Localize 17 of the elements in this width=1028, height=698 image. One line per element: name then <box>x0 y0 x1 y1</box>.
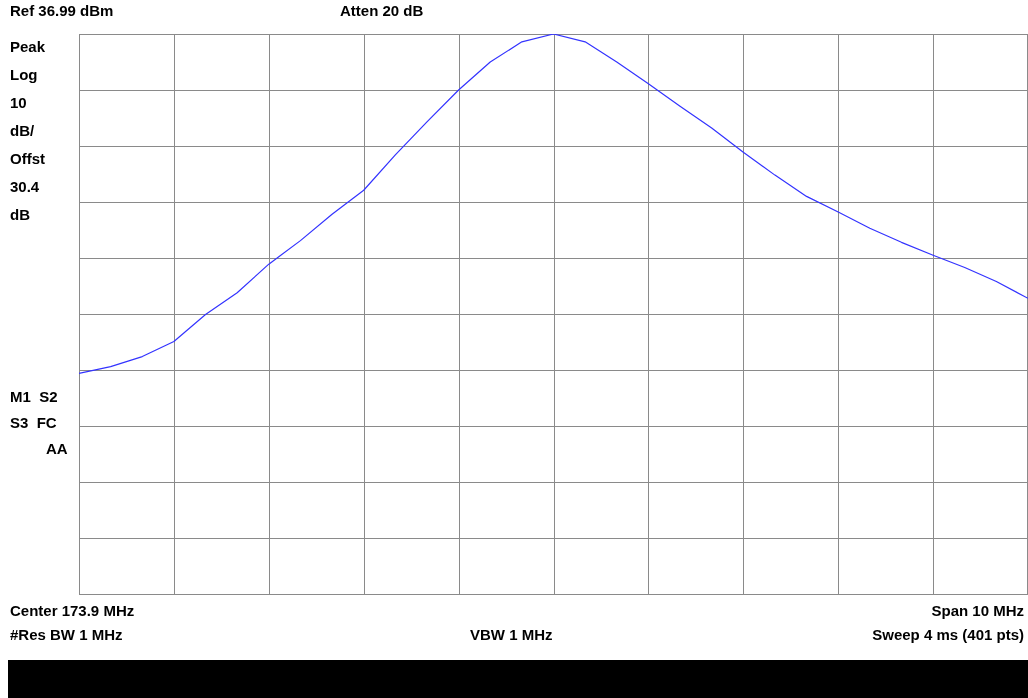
text: S3 FC <box>10 414 57 432</box>
text: 30.4 <box>10 178 40 196</box>
text: Offst <box>10 150 45 168</box>
text: Peak <box>10 38 46 56</box>
text: Atten 20 dB <box>340 2 424 20</box>
text: Sweep 4 ms (401 pts) <box>872 626 1024 644</box>
text: Log <box>10 66 38 84</box>
text: dB/ <box>10 122 35 140</box>
text: VBW 1 MHz <box>470 626 553 644</box>
text: dB <box>10 206 30 224</box>
text: Ref 36.99 dBm <box>10 2 114 20</box>
text: 10 <box>10 94 27 112</box>
text: #Res BW 1 MHz <box>10 626 123 644</box>
text: AA <box>46 440 68 458</box>
text: M1 S2 <box>10 388 58 406</box>
text: Center 173.9 MHz <box>10 602 135 620</box>
text: Span 10 MHz <box>931 602 1024 620</box>
